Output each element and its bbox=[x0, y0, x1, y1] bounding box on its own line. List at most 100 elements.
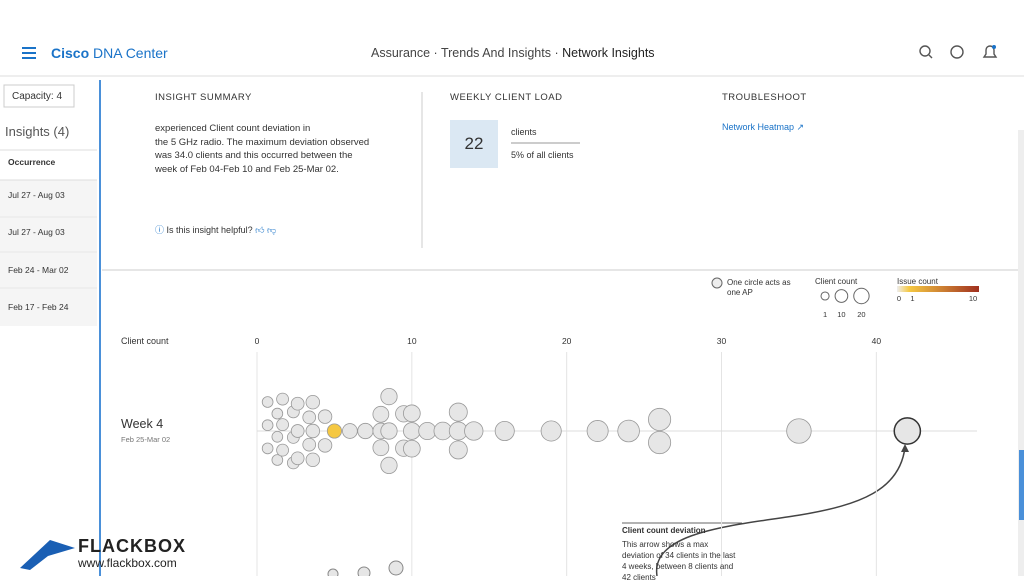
ap-circle bbox=[448, 402, 468, 422]
annotation-line: This arrow shows a max bbox=[622, 540, 709, 549]
column-header: Occurrence bbox=[8, 157, 56, 167]
help-icon[interactable] bbox=[950, 45, 964, 59]
summary-line: week of Feb 04-Feb 10 and Feb 25-Mar 02. bbox=[155, 163, 339, 175]
capacity[interactable]: Capacity: 4 bbox=[12, 91, 63, 102]
ap-circle bbox=[305, 395, 321, 410]
ap-circle bbox=[326, 423, 342, 439]
menu-icon[interactable] bbox=[22, 47, 36, 59]
search-icon[interactable] bbox=[919, 45, 933, 59]
brand-bold: Cisco bbox=[51, 45, 90, 61]
crumb-sep: · bbox=[554, 46, 559, 60]
ap-circle bbox=[317, 438, 333, 453]
ap-circle bbox=[290, 451, 305, 466]
ap-circle bbox=[418, 421, 437, 441]
occurrence[interactable]: Jul 27 - Aug 03 bbox=[8, 190, 65, 200]
ap-circle bbox=[540, 420, 562, 442]
load-value: 22 bbox=[464, 134, 484, 153]
notification-icon[interactable] bbox=[982, 45, 998, 58]
logo-name: FLACKBOX bbox=[78, 536, 186, 556]
ap-circle bbox=[380, 422, 398, 440]
partial-circle bbox=[357, 566, 371, 576]
legend-ap-circle bbox=[711, 277, 723, 289]
brand: Cisco DNA Center bbox=[51, 45, 168, 61]
ap-circle bbox=[261, 396, 274, 408]
occurrence[interactable]: Feb 17 - Feb 24 bbox=[8, 302, 69, 312]
ap-circle bbox=[342, 423, 358, 439]
ap-circle bbox=[648, 430, 672, 455]
ap-circle bbox=[276, 443, 289, 457]
legend-size-label: 1 bbox=[823, 310, 827, 319]
helpful-text: Is this insight helpful? bbox=[166, 225, 253, 235]
row-label: Week 4 bbox=[121, 417, 163, 431]
capacity-box[interactable] bbox=[3, 84, 75, 108]
crumb-sep: · bbox=[433, 46, 438, 60]
annotation-line: 4 weeks, between 8 clients and bbox=[622, 562, 734, 571]
scrollbar-thumb[interactable] bbox=[1019, 450, 1024, 520]
x-tick-label: 20 bbox=[562, 336, 572, 346]
annotation-line: 42 clients bbox=[622, 573, 656, 582]
thumbs[interactable]: 👍︎ 👎︎ bbox=[255, 225, 277, 235]
ap-circle bbox=[276, 392, 289, 406]
crumb[interactable]: Trends And Insights bbox=[440, 46, 551, 60]
ap-circle bbox=[893, 417, 922, 445]
ap-circle bbox=[648, 407, 672, 431]
ap-circle bbox=[276, 418, 289, 431]
ap-circle bbox=[305, 452, 321, 468]
summary-text: experienced Client count deviation in th… bbox=[155, 122, 369, 176]
ap-circle bbox=[290, 424, 305, 438]
brand-name: DNA Center bbox=[93, 45, 168, 61]
ap-circle bbox=[271, 407, 284, 420]
load-unit: clients bbox=[511, 127, 537, 137]
ap-circle bbox=[617, 419, 640, 443]
legend-issue-label: 10 bbox=[969, 294, 977, 303]
helpful: ⓘ Is this insight helpful? 👍︎ 👎︎ bbox=[155, 225, 277, 235]
insights-title: Insights (4) bbox=[5, 124, 70, 139]
occurrence[interactable]: Feb 24 - Mar 02 bbox=[8, 265, 69, 275]
x-axis-label: Client count bbox=[121, 336, 169, 346]
load-share: 5% of all clients bbox=[511, 150, 574, 160]
legend-title: Issue count bbox=[897, 277, 938, 286]
ap-circle bbox=[448, 440, 468, 460]
x-tick-label: 40 bbox=[872, 336, 882, 346]
ap-circle bbox=[380, 387, 398, 406]
breadcrumb: Assurance · Trends And Insights · Networ… bbox=[371, 46, 655, 60]
legend-text: one AP bbox=[727, 288, 753, 297]
logo-mark bbox=[20, 540, 75, 570]
legend-text: One circle acts as bbox=[727, 278, 791, 287]
ap-circle bbox=[302, 410, 317, 425]
x-tick-label: 0 bbox=[255, 336, 260, 346]
legend-title: Client count bbox=[815, 277, 858, 286]
ap-circle bbox=[261, 419, 274, 432]
ap-circle bbox=[302, 437, 317, 452]
scrollbar[interactable] bbox=[1018, 130, 1024, 576]
ap-circle bbox=[372, 405, 390, 423]
section-heading: WEEKLY CLIENT LOAD bbox=[450, 92, 563, 103]
ap-circle bbox=[403, 404, 421, 423]
heatmap-link[interactable]: Network Heatmap ↗ bbox=[722, 122, 805, 132]
annotation-line: deviation of 34 clients in the last bbox=[622, 551, 736, 560]
crumb[interactable]: Assurance bbox=[371, 46, 431, 60]
issue-gradient bbox=[897, 286, 979, 292]
legend-size-circle bbox=[853, 287, 870, 305]
legend-size-label: 20 bbox=[857, 310, 865, 319]
ap-circle bbox=[261, 442, 274, 455]
section-heading: INSIGHT SUMMARY bbox=[155, 92, 252, 103]
crumb-current: Network Insights bbox=[562, 46, 655, 60]
link-text[interactable]: Network Heatmap bbox=[722, 122, 795, 132]
ap-circle bbox=[403, 422, 421, 440]
section-heading: TROUBLESHOOT bbox=[722, 92, 807, 103]
ap-circle bbox=[786, 418, 812, 444]
occurrence[interactable]: Jul 27 - Aug 03 bbox=[8, 227, 65, 237]
ap-circle bbox=[372, 439, 390, 457]
ap-circle bbox=[380, 456, 398, 474]
legend-issue-label: 1 bbox=[910, 294, 914, 303]
legend-size-circle bbox=[820, 291, 830, 301]
logo-url: www.flackbox.com bbox=[78, 556, 177, 570]
annotation-title: Client count deviation bbox=[622, 526, 706, 535]
annotation-text: This arrow shows a max deviation of 34 c… bbox=[622, 539, 735, 583]
summary-line: the 5 GHz radio. The maximum deviation o… bbox=[155, 136, 370, 148]
summary-line: experienced Client count deviation in bbox=[155, 123, 311, 134]
